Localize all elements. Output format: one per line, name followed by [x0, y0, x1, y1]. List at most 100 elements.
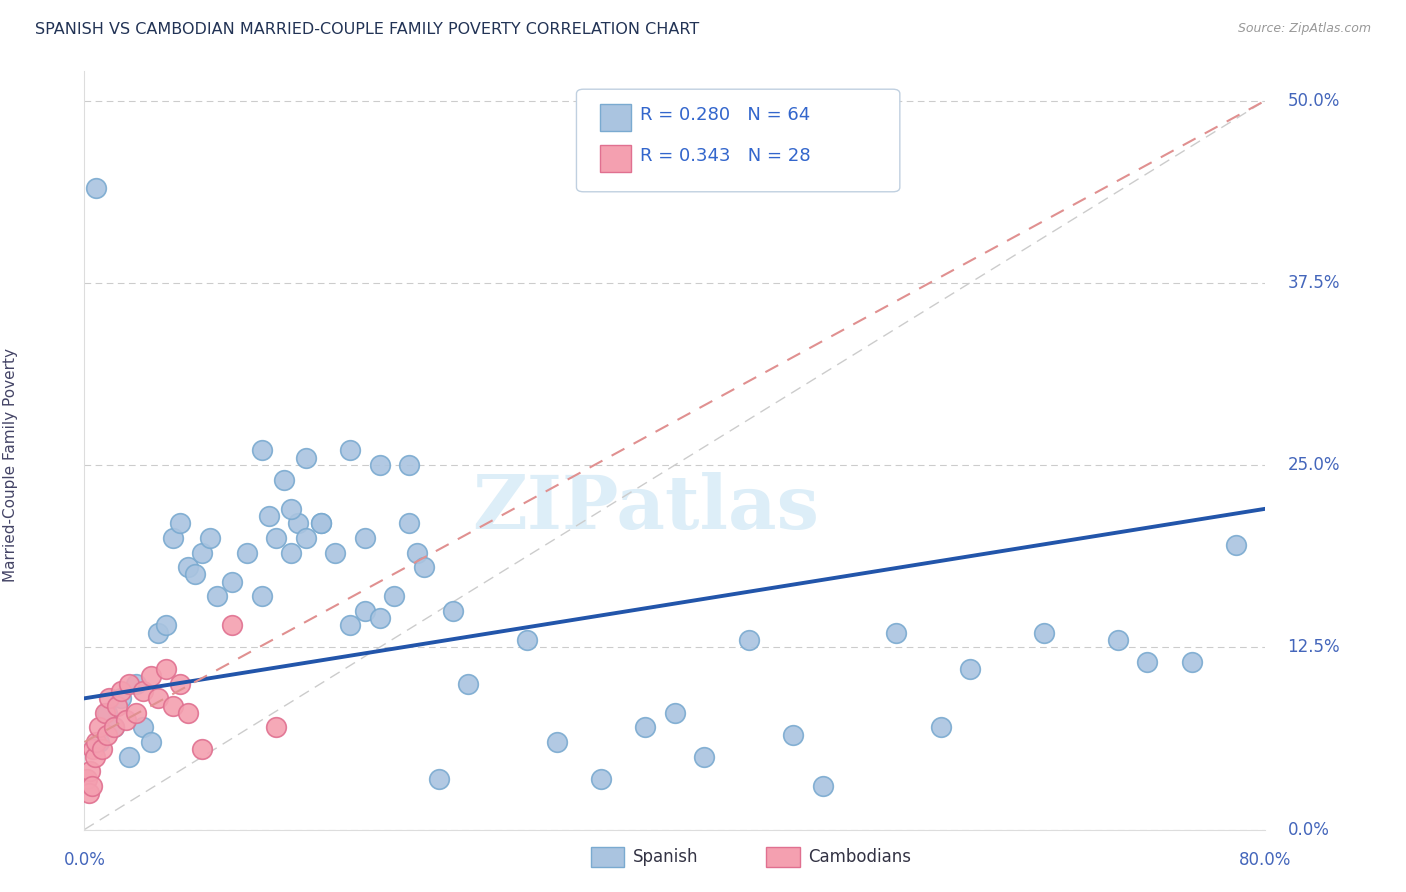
Point — [693, 749, 716, 764]
Point — [257, 509, 280, 524]
Point — [368, 611, 391, 625]
Point — [368, 458, 391, 472]
Point — [398, 516, 420, 531]
Point — [634, 721, 657, 735]
Point — [266, 531, 288, 545]
Text: 80.0%: 80.0% — [1239, 852, 1292, 870]
Point — [405, 545, 427, 559]
Point — [811, 779, 834, 793]
Point — [221, 618, 243, 632]
Point — [91, 742, 114, 756]
Point — [76, 772, 98, 786]
Point — [250, 443, 273, 458]
Point — [83, 749, 105, 764]
Text: 50.0%: 50.0% — [1288, 92, 1340, 110]
Point — [80, 779, 103, 793]
Point — [84, 735, 107, 749]
Point — [118, 749, 141, 764]
Point — [98, 691, 121, 706]
Point — [443, 604, 465, 618]
Point — [96, 728, 118, 742]
Text: 0.0%: 0.0% — [1288, 821, 1330, 838]
Point — [273, 473, 295, 487]
Point — [132, 684, 155, 698]
Point — [184, 567, 207, 582]
Point — [155, 662, 177, 676]
Point — [309, 516, 332, 531]
Point — [132, 721, 155, 735]
Point — [959, 662, 981, 676]
Point — [738, 633, 761, 648]
Point — [309, 516, 332, 531]
Point — [87, 735, 111, 749]
Point — [221, 574, 243, 589]
Point — [177, 706, 200, 720]
Point — [384, 589, 406, 603]
Point — [105, 698, 128, 713]
Text: Source: ZipAtlas.com: Source: ZipAtlas.com — [1237, 22, 1371, 36]
Point — [664, 706, 686, 720]
Point — [1136, 655, 1159, 669]
Point — [339, 443, 361, 458]
Point — [96, 706, 118, 720]
Point — [1225, 538, 1247, 552]
Point — [148, 691, 170, 706]
Text: SPANISH VS CAMBODIAN MARRIED-COUPLE FAMILY POVERTY CORRELATION CHART: SPANISH VS CAMBODIAN MARRIED-COUPLE FAMI… — [35, 22, 699, 37]
Point — [325, 545, 347, 559]
Point — [139, 735, 162, 749]
Point — [1181, 655, 1204, 669]
Text: 37.5%: 37.5% — [1288, 274, 1340, 292]
Point — [177, 560, 200, 574]
Point — [516, 633, 538, 648]
Point — [886, 625, 908, 640]
Point — [191, 742, 214, 756]
Point — [139, 669, 162, 683]
Point — [413, 560, 436, 574]
Text: 25.0%: 25.0% — [1288, 456, 1340, 474]
Text: 0.0%: 0.0% — [63, 852, 105, 870]
Point — [929, 721, 952, 735]
Text: Spanish: Spanish — [633, 848, 699, 866]
Point — [339, 618, 361, 632]
Point — [546, 735, 568, 749]
Point — [125, 677, 148, 691]
Point — [457, 677, 479, 691]
Point — [118, 677, 141, 691]
Text: R = 0.343   N = 28: R = 0.343 N = 28 — [640, 147, 810, 165]
Text: Married-Couple Family Poverty: Married-Couple Family Poverty — [3, 348, 18, 582]
Point — [354, 531, 377, 545]
Point — [82, 742, 104, 756]
Point — [287, 516, 309, 531]
Point — [207, 589, 229, 603]
Point — [591, 772, 613, 786]
Point — [103, 721, 125, 735]
Point — [295, 450, 318, 465]
Point — [280, 501, 302, 516]
Point — [110, 691, 132, 706]
Point — [250, 589, 273, 603]
Point — [169, 677, 191, 691]
Point — [110, 684, 132, 698]
Point — [162, 698, 184, 713]
Point — [191, 545, 214, 559]
Text: 12.5%: 12.5% — [1288, 639, 1340, 657]
Text: ZIPatlas: ZIPatlas — [472, 472, 818, 545]
Point — [198, 531, 221, 545]
Point — [266, 721, 288, 735]
Point — [79, 764, 101, 779]
Point — [1033, 625, 1056, 640]
Point — [87, 721, 111, 735]
Point — [427, 772, 450, 786]
Point — [155, 618, 177, 632]
Point — [77, 786, 100, 800]
Point — [1107, 633, 1129, 648]
Text: R = 0.280   N = 64: R = 0.280 N = 64 — [640, 106, 810, 124]
Point — [103, 721, 125, 735]
Point — [354, 604, 377, 618]
Text: Cambodians: Cambodians — [808, 848, 911, 866]
Point — [398, 458, 420, 472]
Point — [148, 625, 170, 640]
Point — [280, 545, 302, 559]
Point — [162, 531, 184, 545]
Point — [236, 545, 259, 559]
